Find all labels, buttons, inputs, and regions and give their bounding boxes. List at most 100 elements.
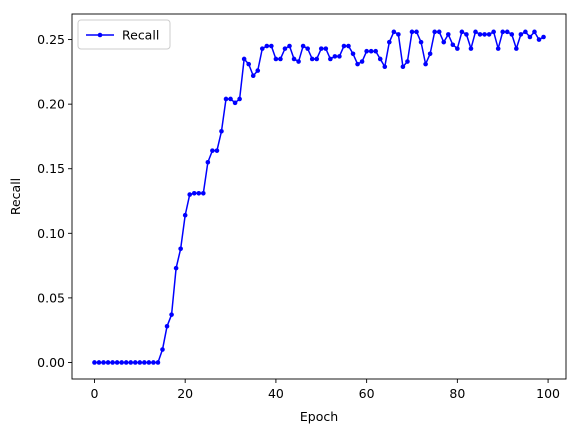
marker xyxy=(187,192,193,197)
marker xyxy=(473,29,478,35)
marker xyxy=(405,59,410,64)
marker xyxy=(355,61,360,67)
marker xyxy=(92,360,97,365)
marker xyxy=(219,128,224,134)
marker xyxy=(146,360,152,365)
marker xyxy=(287,43,292,49)
marker xyxy=(196,190,202,196)
x-tick-label: 40 xyxy=(268,386,284,401)
legend-label: Recall xyxy=(122,28,159,43)
marker xyxy=(445,32,451,37)
marker xyxy=(237,96,242,102)
plot-frame xyxy=(71,13,567,380)
x-tick-label: 20 xyxy=(177,386,193,401)
marker xyxy=(523,29,528,35)
marker xyxy=(128,360,134,365)
marker xyxy=(214,148,220,153)
marker xyxy=(323,46,329,51)
marker xyxy=(500,29,506,35)
marker xyxy=(532,29,537,35)
marker xyxy=(396,32,401,37)
marker xyxy=(459,29,465,35)
marker xyxy=(241,56,247,62)
y-tick-label: 0.00 xyxy=(37,355,65,370)
marker xyxy=(110,360,115,365)
y-axis-label: Recall xyxy=(8,178,23,215)
marker xyxy=(318,46,324,51)
marker xyxy=(169,312,174,317)
marker xyxy=(328,56,333,62)
marker xyxy=(255,68,261,73)
marker xyxy=(151,360,156,365)
x-tick-label: 100 xyxy=(536,386,560,401)
marker xyxy=(409,29,415,35)
marker xyxy=(232,100,238,106)
marker xyxy=(119,360,124,365)
marker xyxy=(269,43,274,49)
marker xyxy=(178,246,183,252)
y-tick-label: 0.25 xyxy=(37,32,65,47)
line xyxy=(94,31,544,364)
marker xyxy=(364,48,369,54)
marker xyxy=(155,360,161,365)
marker xyxy=(504,29,510,35)
marker xyxy=(191,190,197,196)
marker xyxy=(137,360,143,365)
marker xyxy=(464,32,469,37)
marker xyxy=(201,190,206,196)
marker xyxy=(368,48,374,54)
marker xyxy=(509,32,515,37)
marker xyxy=(541,34,546,40)
y-tick-label: 0.05 xyxy=(37,290,65,305)
marker xyxy=(173,265,179,271)
marker xyxy=(350,51,356,57)
legend-box xyxy=(77,19,171,50)
marker xyxy=(486,32,492,37)
marker xyxy=(96,360,102,365)
marker xyxy=(482,32,487,37)
y-tick-label: 0.15 xyxy=(37,161,65,176)
marker xyxy=(314,56,320,62)
marker xyxy=(250,73,256,79)
marker xyxy=(309,56,315,62)
marker xyxy=(468,46,474,51)
marker xyxy=(273,56,279,62)
marker xyxy=(278,56,283,62)
marker xyxy=(477,32,483,37)
marker xyxy=(205,159,211,165)
marker xyxy=(210,148,215,153)
marker xyxy=(164,324,170,329)
marker xyxy=(105,360,111,365)
marker xyxy=(101,360,106,365)
y-tick-label: 0.10 xyxy=(37,226,65,241)
y-tick-label: 0.20 xyxy=(37,97,65,112)
marker xyxy=(382,64,388,69)
marker xyxy=(142,360,147,365)
marker xyxy=(341,43,347,49)
marker xyxy=(223,96,229,102)
marker xyxy=(337,54,342,59)
x-tick-label: 0 xyxy=(90,386,98,401)
marker xyxy=(246,61,251,67)
marker xyxy=(346,43,351,49)
marker xyxy=(387,39,392,45)
marker xyxy=(423,61,428,67)
marker xyxy=(514,46,519,51)
marker xyxy=(427,51,433,57)
marker xyxy=(527,34,533,40)
legend-marker xyxy=(97,32,103,38)
marker xyxy=(450,42,456,48)
marker xyxy=(300,43,306,49)
marker xyxy=(377,56,383,62)
marker xyxy=(373,48,379,54)
marker xyxy=(291,56,297,62)
marker xyxy=(132,360,138,365)
marker xyxy=(114,360,120,365)
x-tick-label: 60 xyxy=(359,386,375,401)
marker xyxy=(228,96,233,102)
marker xyxy=(305,46,310,51)
marker xyxy=(391,29,397,35)
marker xyxy=(491,29,496,35)
x-axis-label: Epoch xyxy=(300,409,338,424)
